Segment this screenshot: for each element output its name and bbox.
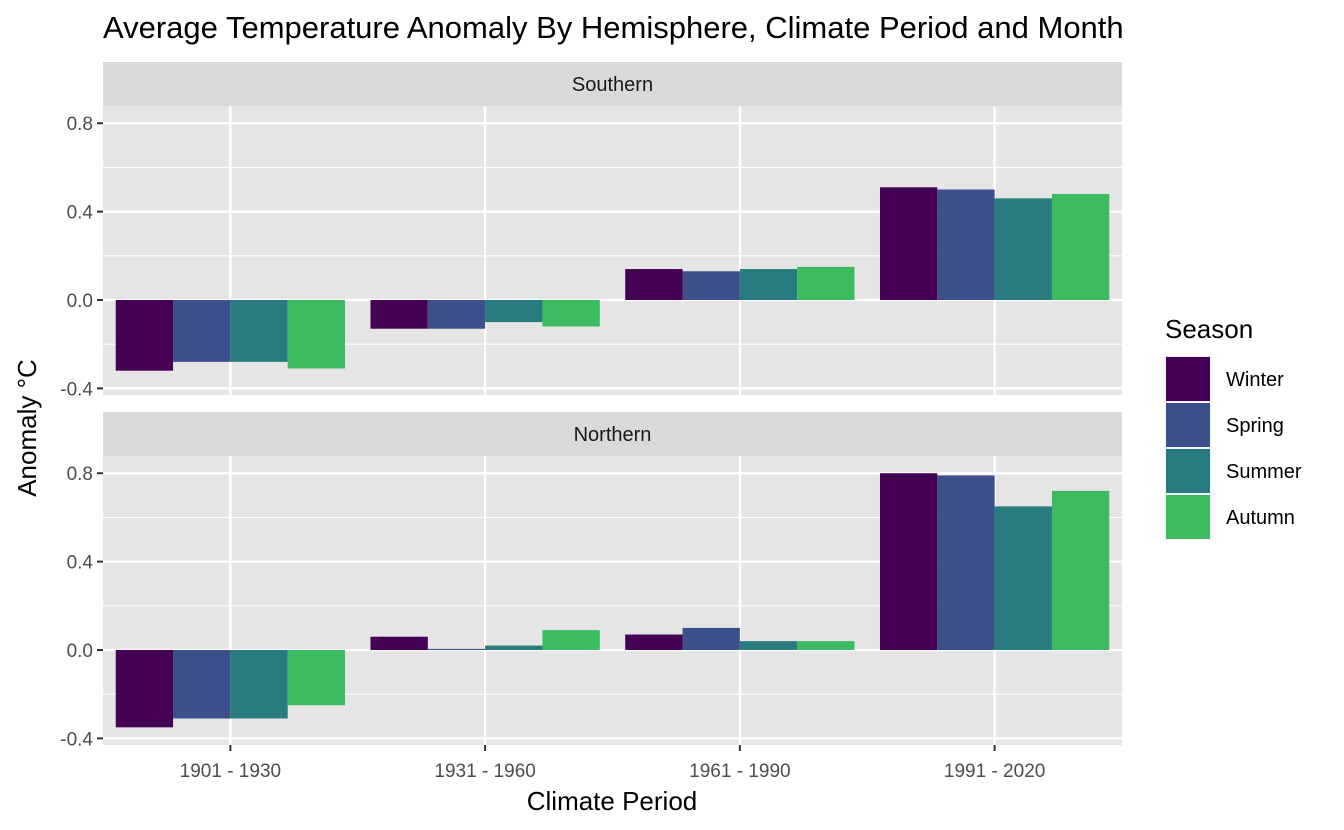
bar-northern-autumn	[797, 641, 855, 650]
bar-southern-summer	[994, 198, 1052, 300]
y-axis-label: Anomaly °C	[12, 359, 42, 497]
bar-southern-autumn	[287, 299, 346, 369]
x-axis-label: Climate Period	[527, 786, 698, 816]
bar-southern-spring	[682, 271, 740, 300]
bar-southern-autumn	[542, 299, 600, 327]
y-tick-label: 0.0	[67, 641, 93, 662]
y-tick-label: -0.4	[60, 379, 93, 400]
bar-northern-winter	[370, 636, 428, 650]
bar-northern-summer	[739, 641, 798, 650]
x-tick-label: 1991 - 2020	[944, 761, 1045, 782]
x-tick-label: 1901 - 1930	[180, 761, 281, 782]
bar-southern-summer	[230, 299, 288, 362]
bar-northern-spring	[427, 648, 486, 650]
bar-southern-summer	[485, 299, 543, 323]
bar-southern-spring	[937, 189, 995, 300]
x-tick-label: 1931 - 1960	[434, 761, 535, 782]
bar-northern-spring	[937, 475, 995, 650]
legend-label-autumn: Autumn	[1226, 507, 1295, 529]
bar-southern-autumn	[1051, 193, 1110, 300]
bar-southern-spring	[173, 299, 231, 362]
bar-northern-summer	[230, 649, 288, 719]
bar-southern-winter	[625, 269, 683, 300]
bar-northern-winter	[625, 634, 683, 650]
bar-northern-autumn	[542, 630, 600, 650]
bar-northern-autumn	[287, 649, 346, 706]
facet-strip-label: Southern	[572, 74, 653, 96]
facet-strip-label: Northern	[574, 424, 652, 446]
legend-label-winter: Winter	[1226, 369, 1284, 391]
bar-southern-autumn	[797, 266, 855, 300]
bar-northern-winter	[115, 649, 174, 728]
legend-key-autumn	[1166, 495, 1210, 539]
legend-key-winter	[1166, 357, 1210, 401]
bar-southern-spring	[427, 299, 486, 329]
bar-northern-summer	[485, 645, 543, 650]
legend-label-summer: Summer	[1226, 461, 1302, 483]
legend-title: Season	[1165, 314, 1253, 344]
x-axis: 1901 - 1930 1931 - 1960 1961 - 1990 1991 - …	[180, 745, 1045, 782]
y-tick-label: -0.4	[60, 729, 93, 750]
facet-southern: Southern -0.4 0.0 0.4 0.8	[60, 62, 1122, 400]
y-tick-label: 0.0	[67, 291, 93, 312]
y-tick-label: 0.4	[67, 553, 94, 574]
bar-northern-summer	[994, 506, 1052, 650]
y-tick-label: 0.8	[67, 464, 93, 485]
bar-northern-spring	[682, 627, 740, 650]
facet-panels: Southern -0.4 0.0 0.4 0.8 Northern -0.4 0.0 0.4 0…	[60, 62, 1122, 750]
legend-label-spring: Spring	[1226, 415, 1284, 437]
y-tick-label: 0.8	[67, 114, 93, 135]
y-tick-label: 0.4	[67, 203, 94, 224]
bar-southern-winter	[879, 187, 938, 300]
bar-northern-autumn	[1051, 490, 1110, 650]
bar-southern-winter	[115, 299, 174, 371]
facet-northern: Northern -0.4 0.0 0.4 0.8	[60, 412, 1122, 750]
bar-southern-winter	[370, 299, 428, 329]
bar-northern-spring	[173, 649, 231, 719]
x-tick-label: 1961 - 1990	[689, 761, 790, 782]
legend: Season Winter Spring Summer Autumn	[1165, 314, 1302, 540]
legend-key-summer	[1166, 449, 1210, 493]
legend-key-spring	[1166, 403, 1210, 447]
chart-title: Average Temperature Anomaly By Hemispher…	[103, 10, 1124, 45]
facet-strip	[103, 62, 1122, 106]
facet-strip	[103, 412, 1122, 456]
bar-northern-winter	[879, 473, 938, 650]
bar-southern-summer	[739, 269, 798, 300]
